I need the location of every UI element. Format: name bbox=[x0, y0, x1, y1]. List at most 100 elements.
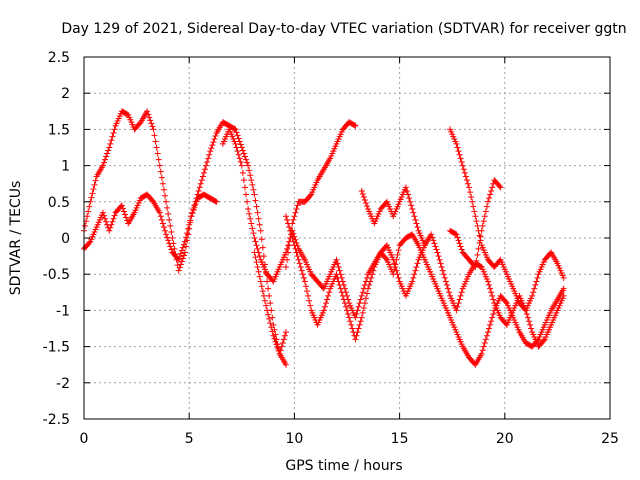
data-point bbox=[147, 117, 154, 124]
data-point bbox=[455, 300, 462, 307]
data-point bbox=[365, 285, 372, 292]
data-point bbox=[285, 249, 292, 256]
y-tick-label: 0 bbox=[61, 231, 70, 247]
data-point bbox=[119, 205, 126, 212]
data-point bbox=[488, 318, 495, 325]
data-point bbox=[240, 150, 247, 157]
data-point bbox=[488, 187, 495, 194]
data-point bbox=[266, 292, 273, 299]
data-point bbox=[248, 177, 255, 184]
data-point bbox=[529, 292, 536, 299]
data-point bbox=[259, 244, 266, 251]
data-point bbox=[325, 292, 332, 299]
data-point bbox=[257, 227, 264, 234]
data-point bbox=[481, 339, 488, 346]
data-point bbox=[180, 241, 187, 248]
series-track-i bbox=[447, 177, 504, 270]
data-point bbox=[336, 282, 343, 289]
data-point bbox=[169, 235, 176, 241]
data-point bbox=[356, 321, 363, 328]
data-point bbox=[444, 285, 451, 292]
data-point bbox=[466, 184, 473, 191]
data-point bbox=[259, 288, 266, 295]
data-point bbox=[470, 203, 477, 210]
data-point bbox=[474, 222, 481, 229]
data-point bbox=[208, 145, 215, 152]
data-point bbox=[478, 227, 485, 234]
data-point bbox=[442, 278, 449, 285]
data-point bbox=[148, 120, 155, 127]
data-point bbox=[108, 221, 115, 228]
data-point bbox=[484, 198, 491, 205]
data-point bbox=[483, 332, 490, 339]
data-point bbox=[159, 220, 166, 227]
data-point bbox=[394, 251, 401, 258]
data-point bbox=[290, 216, 297, 223]
data-point bbox=[201, 166, 208, 173]
data-point bbox=[340, 296, 347, 303]
data-point bbox=[367, 278, 374, 285]
data-point bbox=[354, 307, 361, 314]
data-point bbox=[118, 202, 125, 209]
data-point bbox=[292, 209, 299, 216]
y-tick-label: 1 bbox=[61, 159, 70, 175]
data-point bbox=[357, 318, 364, 325]
data-point bbox=[90, 186, 97, 193]
data-point bbox=[160, 224, 167, 231]
data-point bbox=[209, 142, 216, 149]
data-point bbox=[496, 183, 503, 190]
data-point bbox=[454, 303, 461, 310]
data-point bbox=[411, 213, 418, 220]
data-point bbox=[468, 193, 475, 200]
data-point bbox=[528, 325, 535, 332]
y-axis-label: SDTVAR / TECUs bbox=[8, 181, 24, 296]
data-point bbox=[295, 256, 302, 263]
data-point bbox=[265, 285, 272, 292]
data-point bbox=[249, 225, 256, 232]
data-point bbox=[335, 278, 342, 285]
data-point bbox=[99, 162, 106, 169]
data-point bbox=[167, 243, 174, 250]
data-point bbox=[234, 148, 241, 155]
data-point bbox=[414, 260, 421, 267]
data-point bbox=[236, 155, 243, 162]
data-point bbox=[294, 242, 301, 249]
data-point bbox=[156, 162, 163, 169]
data-point bbox=[490, 311, 497, 318]
data-point bbox=[360, 193, 367, 200]
data-point bbox=[414, 224, 421, 231]
data-point bbox=[249, 181, 256, 188]
data-point bbox=[231, 125, 238, 132]
data-point bbox=[179, 255, 186, 262]
data-point bbox=[184, 230, 191, 237]
data-point bbox=[256, 273, 263, 280]
data-point bbox=[91, 181, 98, 188]
data-point bbox=[298, 267, 305, 274]
data-point bbox=[471, 262, 478, 269]
chart-title: Day 129 of 2021, Sidereal Day-to-day VTE… bbox=[61, 21, 626, 37]
data-point bbox=[237, 158, 244, 165]
data-point bbox=[460, 166, 467, 173]
data-point bbox=[264, 307, 271, 314]
data-point bbox=[251, 249, 258, 256]
data-point bbox=[258, 283, 265, 290]
data-point bbox=[467, 189, 474, 196]
data-point bbox=[282, 213, 289, 220]
data-point bbox=[475, 245, 482, 252]
data-point bbox=[392, 263, 399, 270]
data-point bbox=[439, 267, 446, 274]
data-point bbox=[359, 289, 366, 296]
data-point bbox=[394, 271, 401, 278]
data-point bbox=[366, 282, 373, 289]
data-point bbox=[175, 267, 182, 274]
data-point bbox=[124, 111, 131, 118]
data-point bbox=[320, 307, 327, 314]
data-point bbox=[527, 321, 534, 328]
data-point bbox=[489, 184, 496, 191]
data-point bbox=[188, 213, 195, 220]
data-point bbox=[479, 347, 486, 354]
data-point bbox=[245, 206, 252, 213]
data-point bbox=[159, 180, 166, 187]
data-point bbox=[107, 224, 114, 231]
